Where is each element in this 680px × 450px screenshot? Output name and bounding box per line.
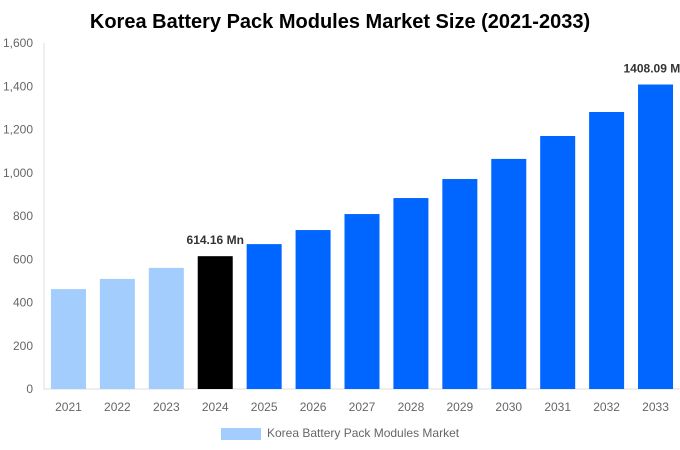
bar-2030 bbox=[491, 158, 527, 389]
x-tick-label: 2021 bbox=[55, 400, 82, 414]
y-tick-label: 1,000 bbox=[3, 166, 33, 180]
x-tick-label: 2031 bbox=[544, 400, 571, 414]
y-tick-label: 1,200 bbox=[3, 123, 33, 137]
x-tick-label: 2026 bbox=[300, 400, 327, 414]
x-tick-label: 2027 bbox=[349, 400, 376, 414]
x-tick-label: 2030 bbox=[495, 400, 522, 414]
y-tick-label: 400 bbox=[13, 296, 33, 310]
x-tick-label: 2022 bbox=[104, 400, 131, 414]
x-tick-label: 2028 bbox=[398, 400, 425, 414]
bar-2022 bbox=[99, 278, 135, 389]
data-label-2033: 1408.09 Mn bbox=[624, 62, 680, 76]
bar-2033 bbox=[638, 84, 674, 389]
legend[interactable]: Korea Battery Pack Modules Market bbox=[221, 426, 460, 440]
bar-2023 bbox=[148, 267, 184, 389]
bar-2031 bbox=[540, 135, 576, 389]
x-tick-label: 2025 bbox=[251, 400, 278, 414]
y-tick-label: 800 bbox=[13, 209, 33, 223]
legend-swatch bbox=[221, 428, 261, 440]
y-tick-label: 0 bbox=[26, 382, 33, 396]
y-tick-label: 200 bbox=[13, 339, 33, 353]
bar-2025 bbox=[246, 244, 282, 389]
data-label-2024: 614.16 Mn bbox=[187, 233, 244, 247]
bars bbox=[50, 84, 674, 389]
bar-2021 bbox=[50, 289, 86, 389]
data-labels: 614.16 Mn 1408.09 Mn bbox=[187, 62, 680, 248]
bar-2028 bbox=[393, 198, 429, 389]
x-tick-label: 2029 bbox=[446, 400, 473, 414]
x-tick-label: 2023 bbox=[153, 400, 180, 414]
legend-label: Korea Battery Pack Modules Market bbox=[267, 426, 460, 440]
bar-2029 bbox=[442, 179, 478, 389]
x-tick-label: 2033 bbox=[642, 400, 669, 414]
y-tick-label: 1,400 bbox=[3, 79, 33, 93]
x-axis: 2021 2022 2023 2024 2025 2026 2027 2028 2029 2030… bbox=[55, 400, 669, 414]
bar-2026 bbox=[295, 230, 331, 389]
x-tick-label: 2032 bbox=[593, 400, 620, 414]
y-tick-label: 1,600 bbox=[3, 36, 33, 50]
chart-title: Korea Battery Pack Modules Market Size (… bbox=[90, 11, 590, 33]
bar-2032 bbox=[589, 111, 625, 389]
y-tick-label: 600 bbox=[13, 252, 33, 266]
bar-2024 bbox=[197, 256, 233, 389]
bar-2027 bbox=[344, 214, 380, 389]
x-tick-label: 2024 bbox=[202, 400, 229, 414]
